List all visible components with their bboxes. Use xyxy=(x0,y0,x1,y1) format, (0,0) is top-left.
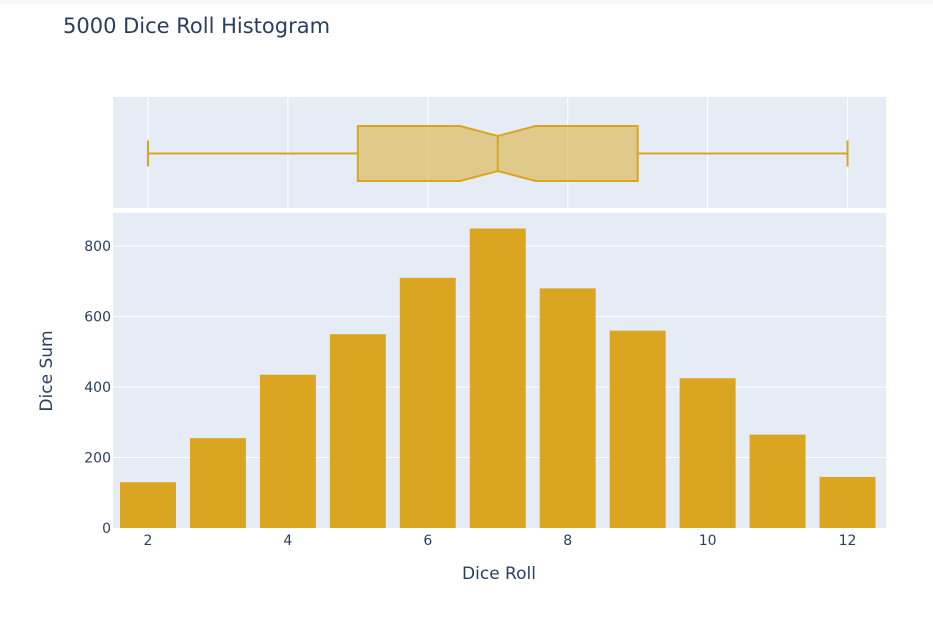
x-tick-label: 10 xyxy=(699,533,717,549)
top-toolbar-strip xyxy=(0,0,933,4)
boxplot[interactable] xyxy=(146,125,849,182)
histogram-bar[interactable] xyxy=(749,434,806,528)
y-tick-label: 0 xyxy=(102,521,111,537)
x-axis-ticks: 2 4 6 8 10 12 xyxy=(144,533,857,549)
histogram-bar[interactable] xyxy=(679,378,736,528)
histogram-bar[interactable] xyxy=(119,482,176,528)
histogram-bar[interactable] xyxy=(469,228,526,528)
histogram-bar[interactable] xyxy=(819,476,876,528)
chart-title: 5000 Dice Roll Histogram xyxy=(63,14,331,38)
histogram-bar[interactable] xyxy=(259,374,316,528)
x-axis-title: Dice Roll xyxy=(462,564,536,584)
histogram-bar[interactable] xyxy=(189,438,246,528)
histogram-bar[interactable] xyxy=(539,288,596,528)
x-tick-label: 8 xyxy=(563,533,572,549)
x-tick-label: 2 xyxy=(144,533,153,549)
x-tick-label: 4 xyxy=(283,533,292,549)
y-tick-label: 200 xyxy=(84,451,111,467)
x-tick-label: 6 xyxy=(423,533,432,549)
histogram-bar[interactable] xyxy=(329,334,386,528)
histogram-bars xyxy=(119,228,876,528)
y-tick-label: 600 xyxy=(84,310,111,326)
x-tick-label: 12 xyxy=(839,533,857,549)
histogram-bar[interactable] xyxy=(399,277,456,528)
y-tick-label: 400 xyxy=(84,380,111,396)
y-axis-ticks: 0 200 400 600 800 xyxy=(84,239,111,537)
y-tick-label: 800 xyxy=(84,239,111,255)
histogram-bar[interactable] xyxy=(609,330,666,528)
y-axis-title: Dice Sum xyxy=(37,330,57,411)
